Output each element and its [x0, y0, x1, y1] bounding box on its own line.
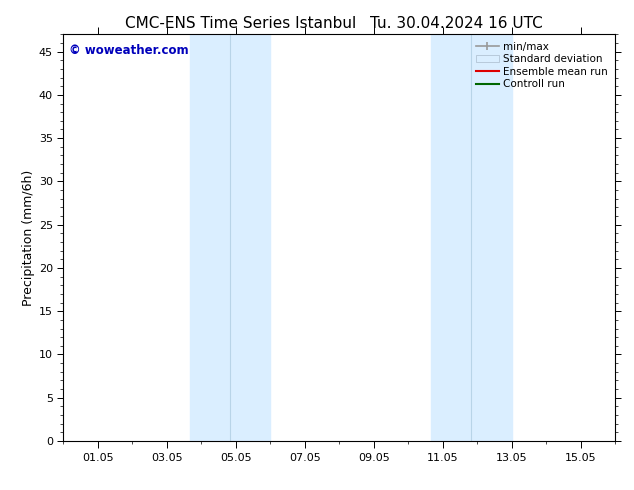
Text: Tu. 30.04.2024 16 UTC: Tu. 30.04.2024 16 UTC [370, 16, 543, 31]
Bar [431, 34, 512, 441]
Text: © woweather.com: © woweather.com [69, 45, 188, 57]
Bar [190, 34, 270, 441]
Y-axis label: Precipitation (mm/6h): Precipitation (mm/6h) [22, 170, 35, 306]
Text: CMC-ENS Time Series Istanbul: CMC-ENS Time Series Istanbul [126, 16, 356, 31]
Legend: min/max, Standard deviation, Ensemble mean run, Controll run: min/max, Standard deviation, Ensemble me… [474, 40, 610, 92]
